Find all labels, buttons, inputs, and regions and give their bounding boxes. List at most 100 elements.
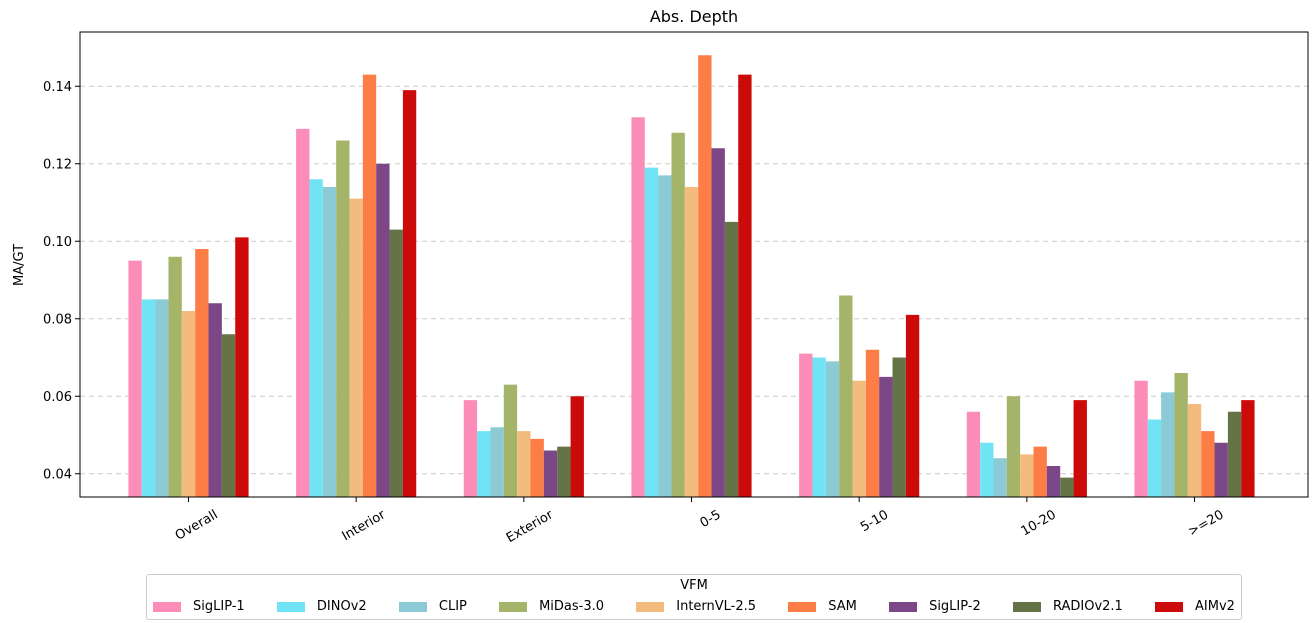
legend: VFM SigLIP-1 DINOv2 CLIP MiDas-3.0 InternVL-… (146, 574, 1242, 620)
legend-swatch (1155, 601, 1184, 612)
bar (1147, 419, 1162, 497)
bar (309, 179, 323, 497)
bar (738, 74, 752, 497)
legend-label: InternVL-2.5 (676, 599, 757, 614)
legend-title: VFM (680, 578, 708, 593)
y-tick-label: 0.06 (43, 390, 72, 405)
legend-swatch (889, 601, 918, 612)
bar (402, 90, 417, 497)
bar (892, 357, 906, 497)
legend-item: CLIP (398, 599, 467, 614)
bar (658, 175, 672, 497)
bar (477, 431, 491, 497)
bar (517, 431, 531, 497)
legend-item: AIMv2 (1155, 599, 1235, 614)
legend-swatch (636, 601, 665, 612)
legend-item: SigLIP-2 (889, 599, 981, 614)
legend-item: SigLIP-1 (153, 599, 245, 614)
bar (349, 198, 363, 497)
bar (644, 167, 659, 497)
bar (711, 148, 725, 497)
legend-label: SigLIP-2 (929, 599, 981, 614)
bar (557, 446, 571, 497)
bar (684, 187, 699, 497)
legend-swatch (276, 601, 305, 612)
y-tick-label: 0.14 (43, 80, 72, 95)
x-axis-ticks: Overall Interior Exterior 0-5 5-10 10-20 >=20 (173, 497, 1227, 546)
bar (362, 74, 377, 497)
legend-label: SAM (828, 599, 857, 614)
y-axis-label: MA/GT (12, 244, 27, 286)
chart-title: Abs. Depth (650, 7, 738, 26)
bar (1046, 466, 1061, 497)
legend-label: DINOv2 (316, 599, 367, 614)
legend-item: RADIOv2.1 (1012, 599, 1123, 614)
legend-item: MiDas-3.0 (499, 599, 604, 614)
x-tick-label: 5-10 (858, 507, 891, 535)
legend-label: AIMv2 (1195, 599, 1235, 614)
legend-label: RADIOv2.1 (1052, 599, 1123, 614)
bar (966, 411, 981, 497)
x-tick-label: Exterior (504, 507, 556, 546)
bar (296, 128, 310, 497)
bar (1161, 392, 1175, 497)
plot-frame (79, 31, 1309, 498)
bar (724, 221, 739, 497)
y-tick-label: 0.12 (43, 157, 72, 172)
bar (141, 299, 156, 497)
legend-label: CLIP (438, 599, 467, 614)
bar (812, 357, 826, 497)
legend-swatch (1012, 601, 1041, 612)
bar (980, 442, 994, 497)
bar (1201, 431, 1215, 497)
legend-item: InternVL-2.5 (636, 599, 756, 614)
bar (235, 237, 249, 497)
bar (128, 260, 142, 497)
x-tick-label: Interior (340, 507, 389, 544)
bar (799, 353, 813, 497)
bar (221, 334, 236, 497)
bar (181, 311, 196, 497)
bar (195, 249, 209, 497)
bar (865, 349, 880, 497)
bar (993, 458, 1007, 497)
y-tick-label: 0.08 (43, 312, 72, 327)
y-tick-label: 0.10 (43, 235, 72, 250)
bar (530, 438, 544, 497)
bar (852, 380, 866, 497)
bar (336, 140, 350, 497)
legend-items: SigLIP-1 DINOv2 CLIP MiDas-3.0 InternVL-2.5 S… (153, 599, 1235, 614)
bar (155, 299, 169, 497)
bar (1187, 404, 1202, 497)
bar (1020, 454, 1034, 497)
legend-item: SAM (788, 599, 857, 614)
bar (698, 55, 712, 497)
bar (1033, 446, 1047, 497)
x-tick-label: 0-5 (698, 507, 724, 531)
legend-swatch (398, 601, 427, 612)
bar (1060, 477, 1074, 497)
bar (631, 117, 645, 497)
bar (322, 187, 337, 497)
x-tick-label: Overall (173, 507, 221, 543)
bar (1174, 373, 1188, 497)
bar (1006, 396, 1021, 497)
bar (1214, 442, 1228, 497)
x-tick-label: >=20 (1186, 507, 1227, 539)
bar (1134, 380, 1148, 497)
bars-group (128, 55, 1255, 497)
bar (839, 295, 853, 497)
bar (671, 132, 685, 497)
legend-label: MiDas-3.0 (539, 599, 605, 614)
bar (490, 427, 504, 497)
bar (1073, 400, 1087, 497)
y-tick-label: 0.04 (43, 467, 72, 482)
legend-item: DINOv2 (276, 599, 367, 614)
bar (543, 450, 558, 497)
legend-swatch (788, 601, 817, 612)
bar (503, 384, 518, 497)
bar (376, 163, 390, 497)
bar (825, 361, 840, 497)
bar (1241, 400, 1255, 497)
